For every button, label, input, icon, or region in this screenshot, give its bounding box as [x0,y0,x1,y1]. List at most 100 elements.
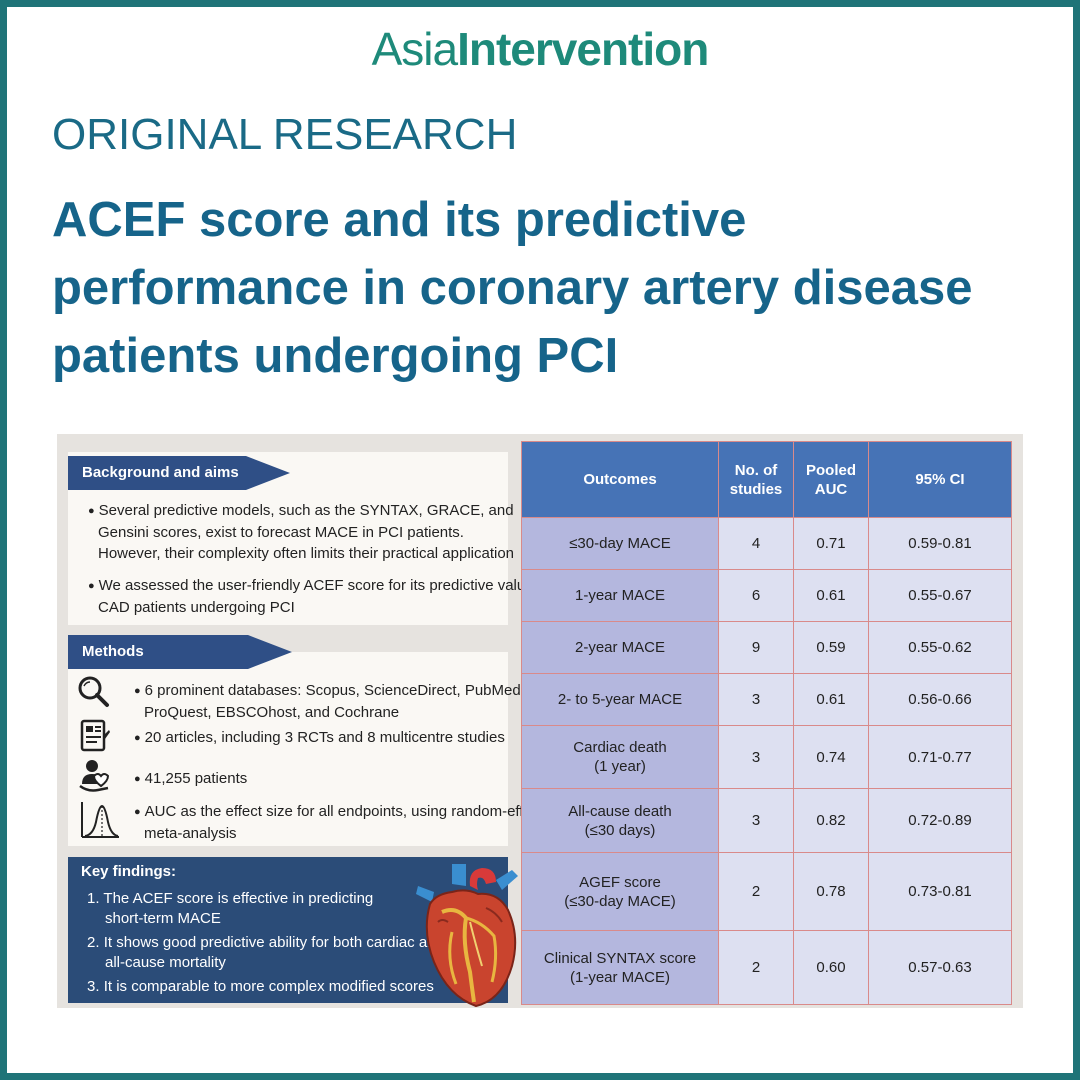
outcome-cell: 2- to 5-year MACE [521,673,719,726]
ci-cell: 0.55-0.62 [868,621,1012,674]
table-row: 1-year MACE 6 0.61 0.55-0.67 [521,569,1012,622]
col-header-studies-line-1: No. of [734,461,778,479]
col-header-outcomes: Outcomes [521,441,719,518]
table-row: 2- to 5-year MACE 3 0.61 0.56-0.66 [521,673,1012,726]
col-header-ci: 95% CI [868,441,1012,518]
col-header-ci-line-1: 95% CI [915,471,965,488]
auc-cell: 0.60 [793,930,869,1005]
background-bullet-2: ● We assessed the user-friendly ACEF scor… [88,577,550,616]
methods-heading: Methods [68,635,292,669]
methods-item-3-line-1: 41,255 patients [144,770,248,787]
key-finding-1-line-1: The ACEF score is effective in predictin… [103,890,374,907]
methods-box [68,652,508,846]
outcome-label: AGEF score [579,873,661,891]
outcome-label: 1-year MACE [574,587,666,604]
studies-cell: 4 [718,517,794,570]
methods-item-1: ● 6 prominent databases: Scopus, ScienceD… [134,682,525,721]
auc-cell: 0.78 [793,852,869,931]
methods-item-1-line-2: ProQuest, EBSCOhost, and Cochrane [144,704,400,721]
table-row: AGEF score (≤30-day MACE) 2 0.78 0.73-0.8… [521,852,1012,931]
studies-cell: 3 [718,725,794,789]
outcome-label: Clinical SYNTAX score [543,949,697,967]
outcome-sublabel: (≤30 days) [584,821,656,839]
key-finding-2-number: 2. [87,934,100,951]
key-finding-1-number: 1. [87,890,100,907]
outcome-sublabel: (1 year) [594,758,646,775]
background-bullet-2-line-2: CAD patients undergoing PCI [98,599,295,616]
outcome-label: Cardiac death [573,739,667,756]
studies-cell: 3 [718,673,794,726]
studies-cell: 9 [718,621,794,674]
patient-icon [79,760,110,792]
key-findings-heading: Key findings: [81,863,177,880]
heart-illustration-icon [416,864,518,1008]
key-finding-2-line-1: It shows good predictive ability for bot… [103,934,444,951]
logo-text-bold: Intervention [457,23,709,75]
table-row: 2-year MACE 9 0.59 0.55-0.62 [521,621,1012,674]
studies-cell: 2 [718,852,794,931]
ci-cell: 0.59-0.81 [868,517,1012,570]
outcome-cell: Clinical SYNTAX score (1-year MACE) [521,930,719,1005]
studies-cell: 3 [718,788,794,853]
background-bullet-1-line-2: Gensini scores, exist to forecast MACE i… [98,524,464,541]
ci-cell: 0.56-0.66 [868,673,1012,726]
studies-cell: 2 [718,930,794,1005]
background-bullet-1-line-3: However, their complexity often limits t… [98,545,515,562]
methods-item-4: ● AUC as the effect size for all endpoint… [134,803,551,842]
ci-cell: 0.73-0.81 [868,852,1012,931]
article-title: ACEF score and its predictive performanc… [52,193,973,383]
col-header-studies: No. of studies [718,441,794,518]
background-bullet-1: ● Several predictive models, such as the … [88,502,515,562]
table-header-row: Outcomes No. of studies Pooled AUC 95% CI [521,441,1012,518]
outcome-sublabel: (1-year MACE) [569,968,670,986]
outcome-cell: 1-year MACE [521,569,719,622]
background-heading: Background and aims [68,456,290,490]
outcome-label: ≤30-day MACE [569,535,671,552]
outcome-label: 2- to 5-year MACE [557,691,683,708]
outcome-cell: ≤30-day MACE [521,517,719,570]
results-table: Outcomes No. of studies Pooled AUC 95% CI … [521,441,1012,1005]
background-bullet-1-line-1: Several predictive models, such as the S… [98,502,514,519]
ci-cell: 0.57-0.63 [868,930,1012,1005]
ci-cell: 0.55-0.67 [868,569,1012,622]
auc-cell: 0.71 [793,517,869,570]
studies-cell: 6 [718,569,794,622]
methods-item-2: ● 20 articles, including 3 RCTs and 8 mul… [134,729,505,746]
key-finding-3-number: 3. [87,978,100,995]
outcome-cell: 2-year MACE [521,621,719,674]
key-finding-1: 1. The ACEF score is effective in predic… [87,889,373,929]
document-icon [80,719,110,752]
journal-logo: AsiaIntervention [0,22,1080,76]
distribution-curve-icon [81,802,119,838]
key-finding-3: 3. It is comparable to more complex modi… [87,977,434,997]
outcome-label: 2-year MACE [574,639,666,656]
logo-text-light: Asia [371,23,458,75]
table-row: Clinical SYNTAX score (1-year MACE) 2 0.6… [521,930,1012,1005]
auc-cell: 0.82 [793,788,869,853]
outcome-cell: All-cause death (≤30 days) [521,788,719,853]
ci-cell: 0.72-0.89 [868,788,1012,853]
ci-cell: 0.71-0.77 [868,725,1012,789]
methods-item-2-line-1: 20 articles, including 3 RCTs and 8 mult… [144,729,505,746]
auc-cell: 0.59 [793,621,869,674]
methods-item-4-line-2: meta-analysis [144,825,237,842]
magnifier-icon [78,676,109,707]
outcome-label: All-cause death [568,802,672,820]
key-finding-2-line-2: all-cause mortality [105,954,226,971]
background-bullet-2-line-1: We assessed the user-friendly ACEF score… [98,577,550,594]
outcome-sublabel: (≤30-day MACE) [564,892,676,910]
col-header-auc-line-2: AUC [814,480,848,498]
key-findings-box: Key findings: 1. The ACEF score is effec… [68,857,508,1003]
outcome-cell: AGEF score (≤30-day MACE) [521,852,719,931]
col-header-studies-line-2: studies [729,480,783,498]
auc-cell: 0.74 [793,725,869,789]
auc-cell: 0.61 [793,673,869,726]
methods-item-4-line-1: AUC as the effect size for all endpoints… [144,803,551,820]
key-finding-1-line-2: short-term MACE [105,910,221,927]
key-finding-3-line-1: It is comparable to more complex modifie… [103,978,434,995]
col-header-auc: Pooled AUC [793,441,869,518]
table-row: Cardiac death (1 year) 3 0.74 0.71-0.77 [521,725,1012,789]
auc-cell: 0.61 [793,569,869,622]
col-header-auc-line-1: Pooled [805,461,856,479]
table-row: ≤30-day MACE 4 0.71 0.59-0.81 [521,517,1012,570]
